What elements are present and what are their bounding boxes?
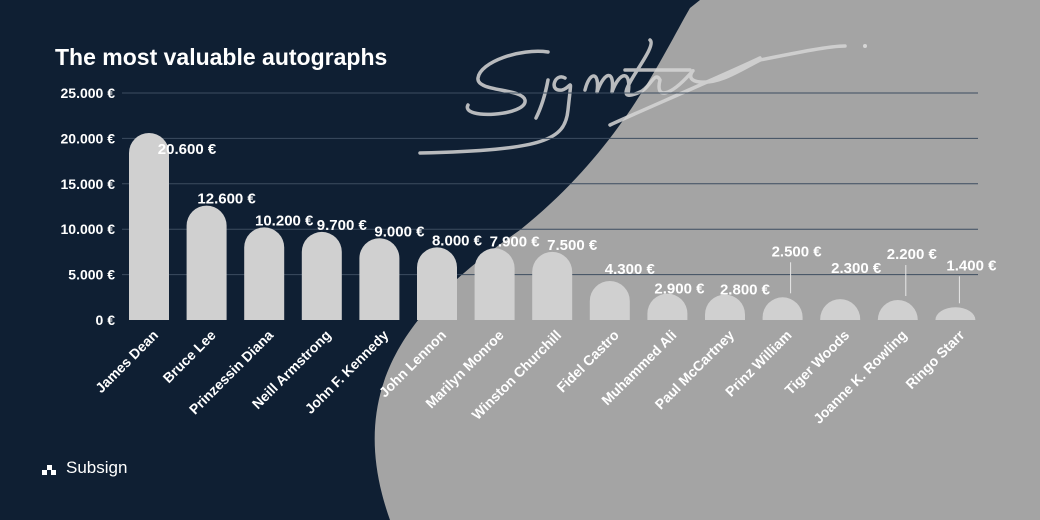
y-tick-label: 10.000 € xyxy=(61,221,116,237)
brand: Subsign xyxy=(42,458,127,478)
data-labels: 20.600 € 12.600 € 10.200 €9.700 € 9.000 € 8.… xyxy=(158,141,997,304)
bars xyxy=(129,132,976,320)
x-tick-label: James Dean xyxy=(92,327,161,396)
brand-name: Subsign xyxy=(66,458,128,477)
bar-tiger-woods xyxy=(820,299,861,320)
y-tick-label: 15.000 € xyxy=(61,176,116,192)
x-tick-label: Bruce Lee xyxy=(160,327,219,386)
y-axis: 0 € 5.000 € 10.000 € 15.000 € 20.000 € 25.000… xyxy=(61,85,116,328)
bar-neill-armstrong xyxy=(301,231,342,320)
data-label: 1.400 € xyxy=(946,257,997,274)
subsign-logo-icon xyxy=(42,461,56,475)
data-label: 10.200 € xyxy=(255,212,314,229)
bar-prinzessin-diana xyxy=(244,227,285,320)
y-tick-label: 25.000 € xyxy=(61,85,116,101)
data-label: 2.200 € xyxy=(887,246,938,263)
bar-winston-churchill xyxy=(532,251,573,320)
y-tick-label: 0 € xyxy=(96,312,116,328)
chart-title: The most valuable autographs xyxy=(55,44,388,70)
signature-dot xyxy=(863,44,867,48)
bar-john-f-kennedy xyxy=(359,238,400,320)
background-grey-wave xyxy=(374,0,1040,520)
bar-fidel-castro xyxy=(589,280,630,320)
bar-prinz-william xyxy=(762,297,803,320)
bar-paul-mccartney xyxy=(705,294,745,320)
bar-muhammed-ali xyxy=(647,293,688,320)
data-label: 7.900 € xyxy=(490,233,541,250)
y-tick-label: 5.000 € xyxy=(68,267,115,283)
bar-bruce-lee xyxy=(186,205,227,320)
data-label: 2.300 € xyxy=(831,260,882,277)
x-tick-label: Ringo Starr xyxy=(902,326,968,392)
data-label: 9.000 € xyxy=(374,223,425,240)
bar-ringo-starr xyxy=(935,307,976,320)
bar-marilyn-monroe xyxy=(474,248,515,320)
bar-james-dean xyxy=(129,132,169,320)
bar-john-lennon xyxy=(417,247,457,320)
data-label: 2.800 € xyxy=(720,282,771,299)
data-label: 2.500 € xyxy=(772,243,823,260)
data-label: 12.600 € xyxy=(197,191,256,208)
data-label: 4.300 € xyxy=(605,261,656,278)
data-label: 2.900 € xyxy=(654,281,705,298)
data-label: 9.700 € xyxy=(317,217,368,234)
bar-joanne-k-rowling xyxy=(877,300,918,320)
y-tick-label: 20.000 € xyxy=(61,130,116,146)
data-label: 8.000 € xyxy=(432,232,483,249)
data-label: 7.500 € xyxy=(547,237,598,254)
data-label: 20.600 € xyxy=(158,141,217,158)
